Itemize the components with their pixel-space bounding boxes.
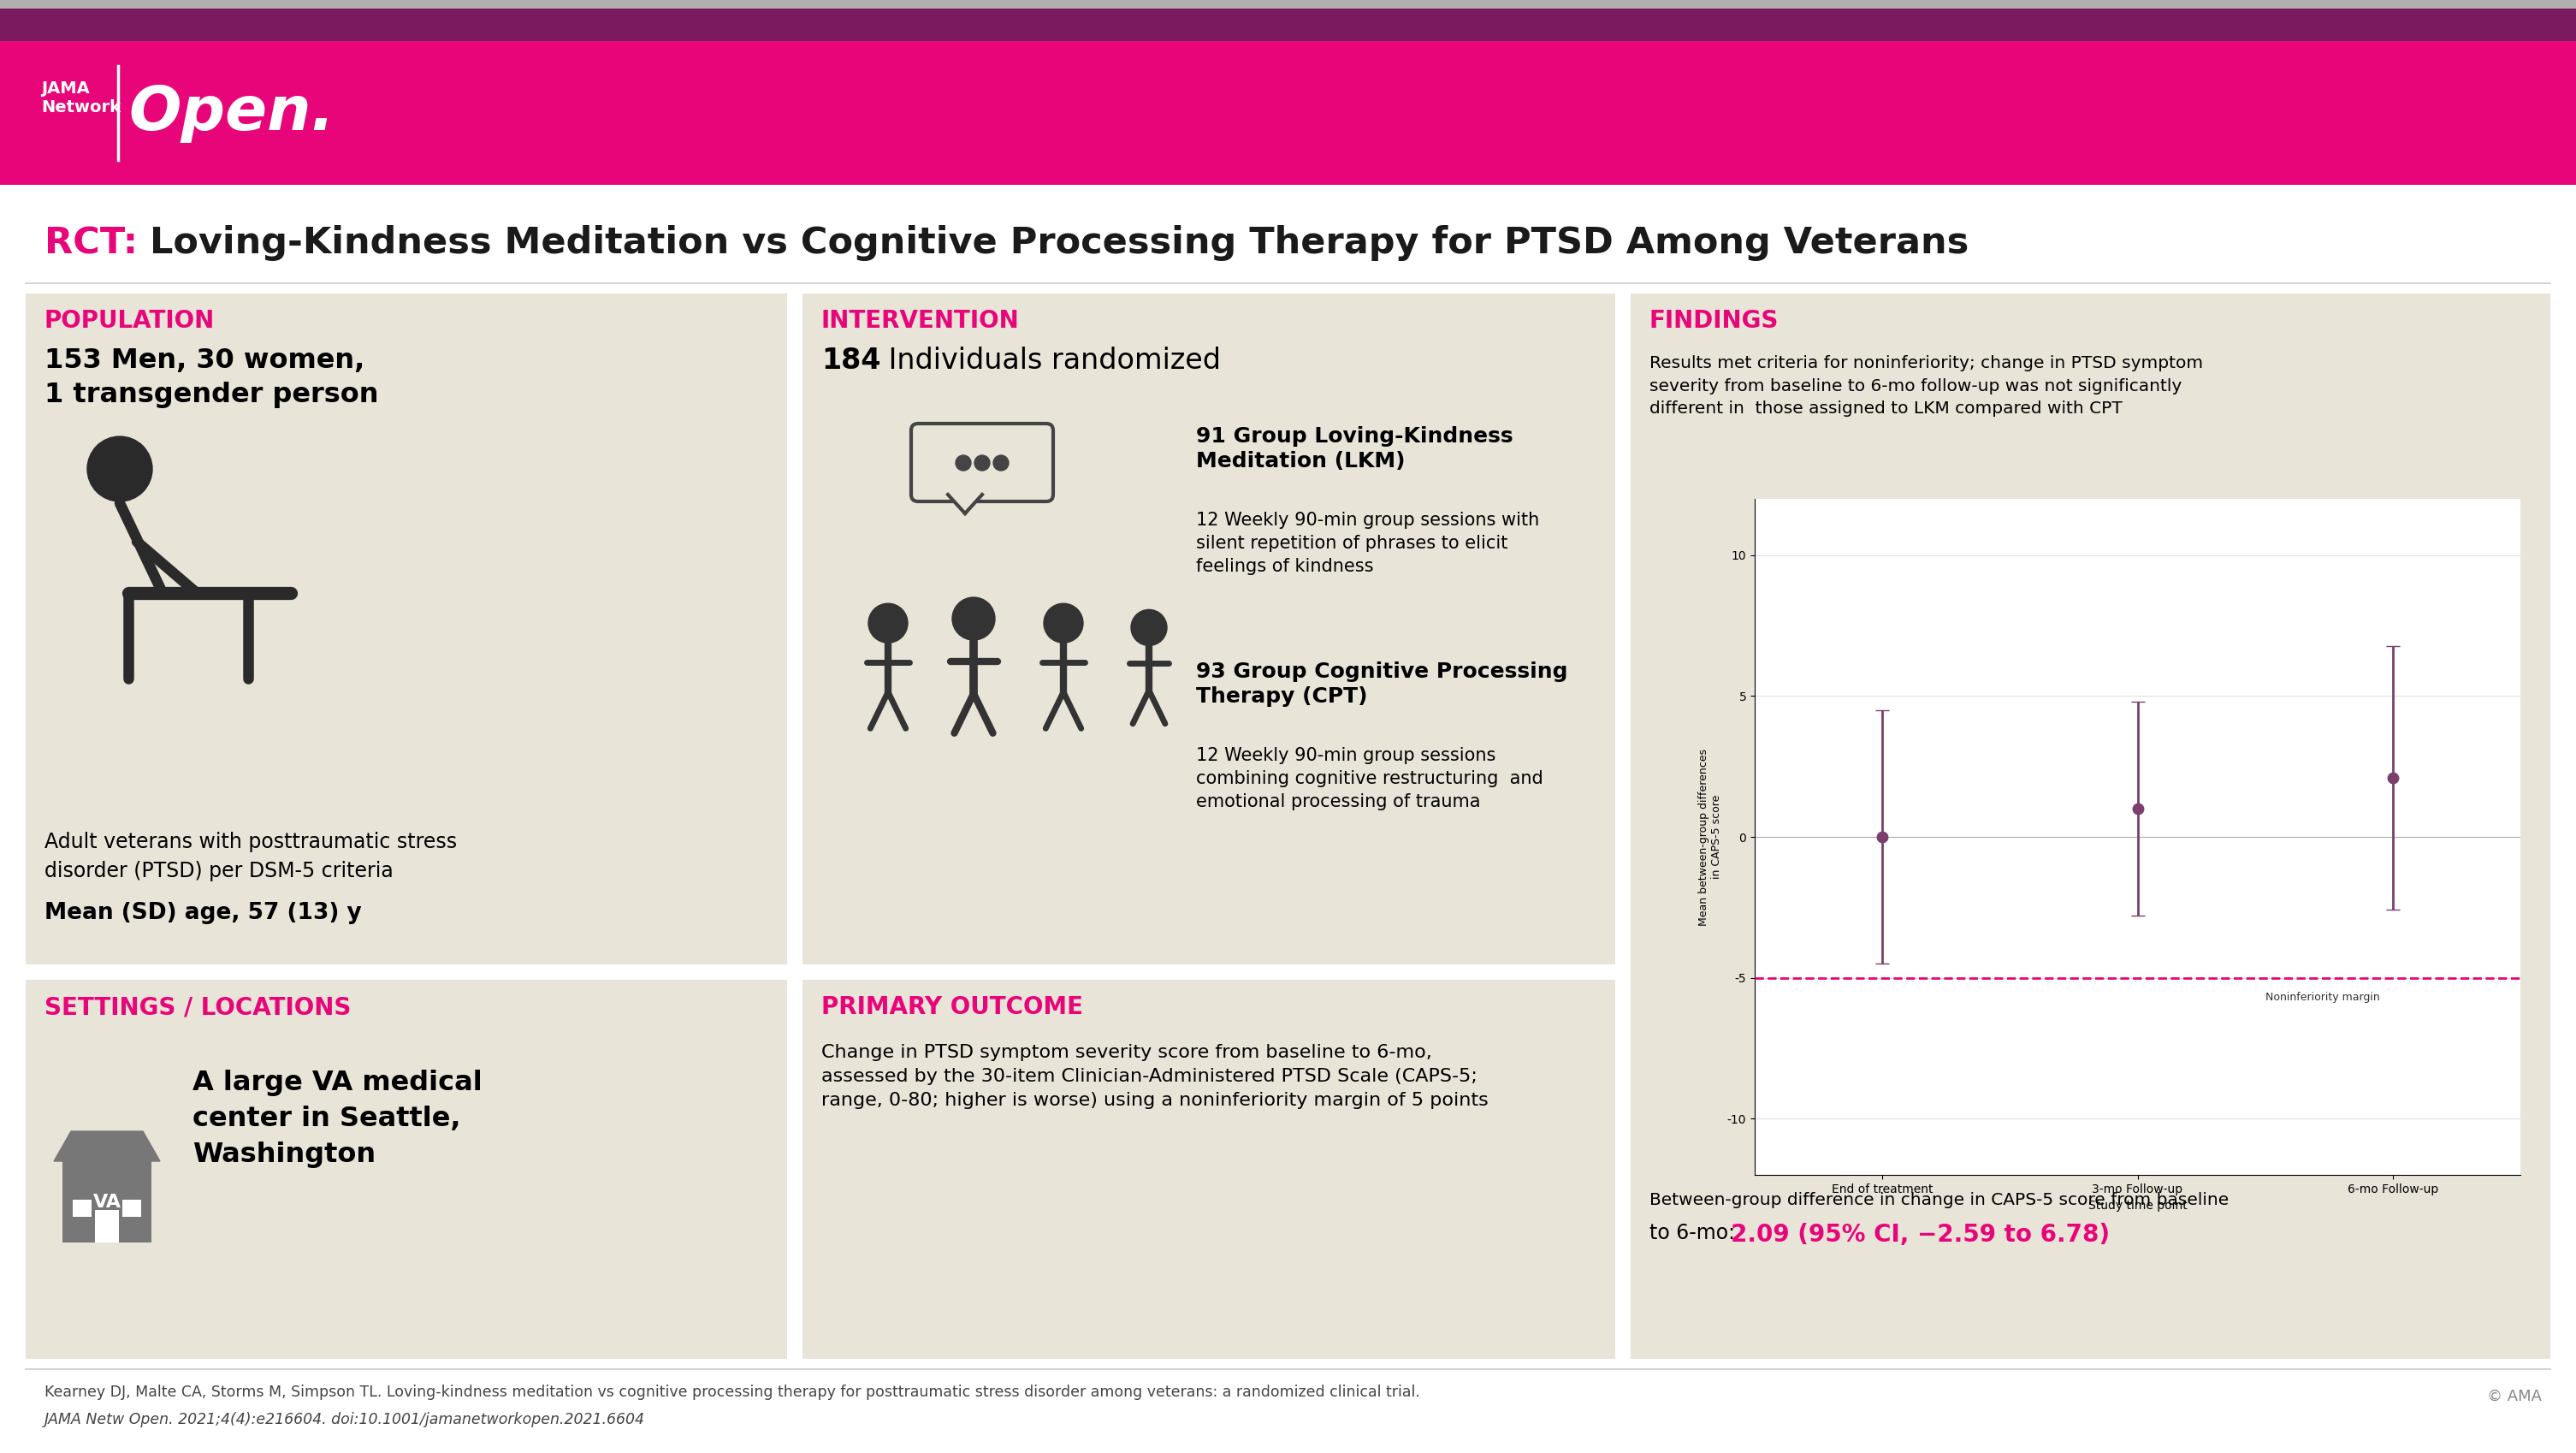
Text: Individuals randomized: Individuals randomized (878, 346, 1221, 375)
Bar (26, 979, 788, 1359)
Text: Noninferiority margin: Noninferiority margin (2264, 992, 2380, 1003)
Text: Between-group difference in change in CAPS-5 score from baseline: Between-group difference in change in CA… (1649, 1191, 2228, 1209)
Bar (121, 1200, 142, 1216)
Text: FINDINGS: FINDINGS (1649, 309, 1780, 333)
Circle shape (974, 455, 989, 471)
Circle shape (1043, 603, 1082, 642)
Text: Adult veterans with posttraumatic stress
disorder (PTSD) per DSM-5 criteria: Adult veterans with posttraumatic stress… (44, 831, 456, 882)
Text: SETTINGS / LOCATIONS: SETTINGS / LOCATIONS (44, 995, 350, 1019)
Text: Mean (SD) age, 57 (13) y: Mean (SD) age, 57 (13) y (44, 902, 361, 924)
Bar (0, 41, 2576, 185)
Text: Kearney DJ, Malte CA, Storms M, Simpson TL. Loving-kindness meditation vs cognit: Kearney DJ, Malte CA, Storms M, Simpson … (44, 1385, 1419, 1399)
Y-axis label: Mean between-group differences
in CAPS-5 score: Mean between-group differences in CAPS-5… (1698, 748, 1723, 926)
Text: VA: VA (93, 1194, 121, 1210)
Bar (72, 1200, 93, 1216)
Polygon shape (54, 1132, 160, 1161)
Text: INTERVENTION: INTERVENTION (822, 309, 1020, 333)
Bar (62, 1161, 152, 1242)
Polygon shape (948, 494, 981, 513)
Text: JAMA
Network: JAMA Network (41, 80, 121, 115)
Text: RCT:: RCT: (44, 225, 149, 262)
FancyBboxPatch shape (912, 424, 1054, 501)
Bar (804, 979, 1615, 1359)
Circle shape (868, 603, 907, 642)
Bar (0, 185, 2576, 1453)
Text: JAMA Netw Open. 2021;4(4):e216604. doi:10.1001/jamanetworkopen.2021.6604: JAMA Netw Open. 2021;4(4):e216604. doi:1… (44, 1412, 644, 1427)
Bar (0, 9, 2576, 41)
Text: Loving-Kindness Meditation vs Cognitive Processing Therapy for PTSD Among Vetera: Loving-Kindness Meditation vs Cognitive … (149, 225, 1968, 262)
Circle shape (953, 597, 994, 641)
Text: 12 Weekly 90-min group sessions with
silent repetition of phrases to elicit
feel: 12 Weekly 90-min group sessions with sil… (1195, 511, 1540, 575)
Text: 1 transgender person: 1 transgender person (44, 381, 379, 408)
Text: 184: 184 (822, 346, 881, 375)
Text: 2.09 (95% CI, −2.59 to 6.78): 2.09 (95% CI, −2.59 to 6.78) (1731, 1223, 2110, 1247)
Text: 12 Weekly 90-min group sessions
combining cognitive restructuring  and
emotional: 12 Weekly 90-min group sessions combinin… (1195, 747, 1543, 811)
Circle shape (956, 455, 971, 471)
Text: PRIMARY OUTCOME: PRIMARY OUTCOME (822, 995, 1082, 1019)
Text: 153 Men, 30 women,: 153 Men, 30 women, (44, 347, 366, 373)
Bar (26, 294, 788, 965)
Circle shape (994, 455, 1010, 471)
Bar (95, 1210, 118, 1242)
Bar (1631, 294, 2550, 1359)
Bar (0, 0, 2576, 9)
Circle shape (88, 436, 152, 501)
Bar (804, 294, 1615, 965)
Text: to 6-mo:: to 6-mo: (1649, 1223, 1741, 1244)
X-axis label: Study time point: Study time point (2089, 1200, 2187, 1212)
Text: Open.: Open. (129, 83, 335, 142)
Text: © AMA: © AMA (2486, 1389, 2543, 1404)
Circle shape (1131, 610, 1167, 645)
Text: POPULATION: POPULATION (44, 309, 214, 333)
Text: Change in PTSD symptom severity score from baseline to 6-mo,
assessed by the 30-: Change in PTSD symptom severity score fr… (822, 1043, 1489, 1109)
Text: 91 Group Loving-Kindness
Meditation (LKM): 91 Group Loving-Kindness Meditation (LKM… (1195, 426, 1512, 471)
Text: A large VA medical
center in Seattle,
Washington: A large VA medical center in Seattle, Wa… (193, 1069, 482, 1168)
Text: 93 Group Cognitive Processing
Therapy (CPT): 93 Group Cognitive Processing Therapy (C… (1195, 661, 1569, 706)
Text: Results met criteria for noninferiority; change in PTSD symptom
severity from ba: Results met criteria for noninferiority;… (1649, 355, 2202, 417)
